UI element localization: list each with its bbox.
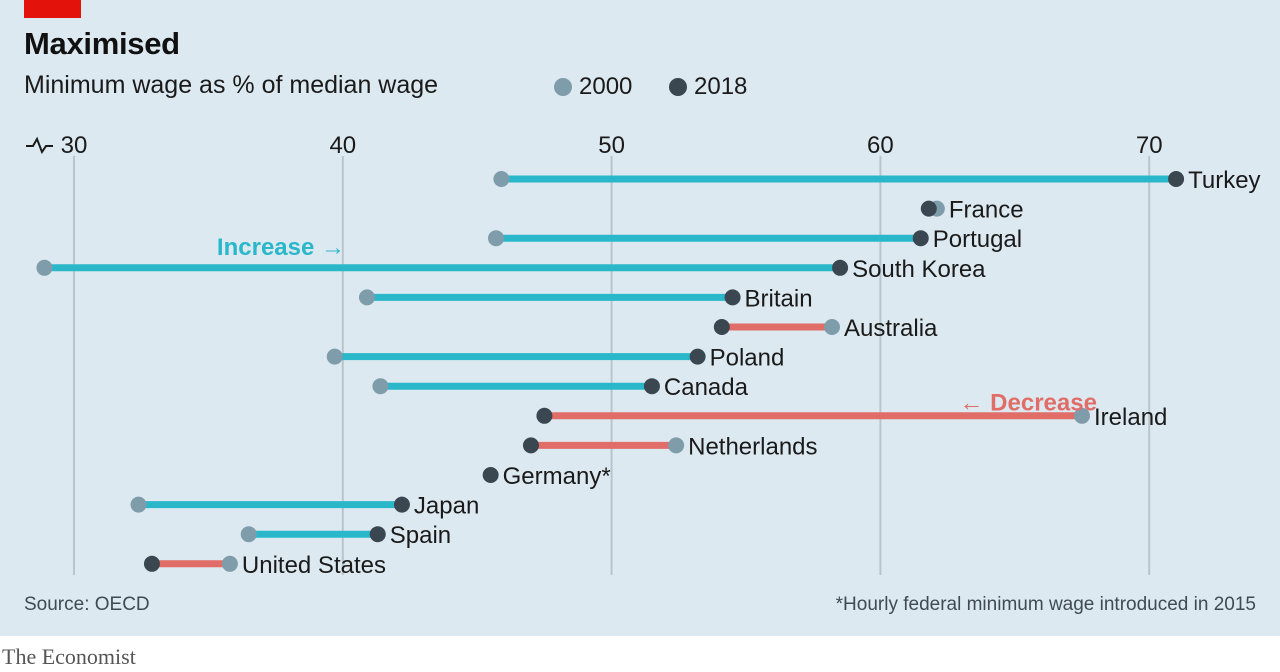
- country-label-japan: Japan: [414, 493, 479, 520]
- dot-2000-turkey: [493, 171, 510, 187]
- x-tick-label-60: 60: [867, 132, 894, 159]
- dot-2018-poland: [689, 348, 706, 365]
- legend-item-2000: 2000: [554, 73, 632, 101]
- country-label-spain: Spain: [390, 522, 451, 549]
- dot-2000-japan: [130, 496, 147, 513]
- dot-2018-netherlands: [522, 437, 539, 454]
- x-tick-label-70: 70: [1136, 132, 1163, 159]
- legend-dot-2018: [669, 78, 687, 96]
- country-label-canada: Canada: [664, 374, 749, 401]
- country-label-netherlands: Netherlands: [688, 433, 817, 460]
- dot-2018-germany: [482, 467, 499, 483]
- dot-2000-netherlands: [668, 437, 685, 454]
- country-label-ireland: Ireland: [1094, 404, 1167, 431]
- country-label-united-states: United States: [242, 552, 386, 579]
- dot-2018-united-states: [143, 555, 160, 572]
- dot-2000-australia: [824, 319, 841, 335]
- dot-2018-ireland: [536, 407, 553, 424]
- legend-label-2018: 2018: [694, 73, 748, 100]
- x-tick-label-30: 30: [61, 132, 88, 159]
- dot-2000-portugal: [488, 230, 505, 247]
- dot-2018-japan: [393, 496, 410, 513]
- country-label-britain: Britain: [745, 285, 813, 312]
- country-label-south-korea: South Korea: [852, 256, 986, 283]
- country-label-portugal: Portugal: [933, 226, 1022, 253]
- dot-2018-france: [920, 200, 937, 217]
- x-tick-label-40: 40: [329, 132, 356, 159]
- annotation-decrease: ← Decrease: [960, 389, 1097, 416]
- chart-title: Maximised: [24, 26, 180, 61]
- legend-item-2018: 2018: [669, 73, 747, 101]
- publisher-brand: The Economist: [2, 644, 136, 669]
- annotation-increase: Increase →: [217, 234, 345, 261]
- dot-2018-portugal: [912, 230, 929, 247]
- legend-label-2000: 2000: [579, 73, 633, 100]
- country-label-france: France: [949, 197, 1024, 224]
- country-label-poland: Poland: [710, 345, 785, 372]
- brand-red-bar: [24, 0, 81, 18]
- dot-2000-united-states: [221, 555, 238, 572]
- chart-panel: [0, 0, 1280, 636]
- legend-dot-2000: [554, 78, 572, 96]
- dot-2018-spain: [369, 526, 386, 543]
- dot-2018-australia: [713, 319, 730, 335]
- source-note: Source: OECD: [24, 594, 150, 615]
- dot-2000-south-korea: [36, 259, 53, 276]
- dot-2000-canada: [372, 378, 389, 395]
- dot-2000-spain: [240, 526, 257, 543]
- footnote: *Hourly federal minimum wage introduced …: [835, 594, 1256, 615]
- dot-2000-ireland: [1074, 407, 1090, 424]
- dot-2018-turkey: [1168, 171, 1185, 187]
- dot-2018-canada: [643, 378, 660, 395]
- dot-2000-poland: [326, 348, 343, 365]
- dot-2018-britain: [724, 289, 741, 306]
- country-label-australia: Australia: [844, 315, 938, 342]
- dot-2018-south-korea: [832, 259, 849, 276]
- axis-break-icon: [26, 136, 53, 155]
- x-tick-label-50: 50: [598, 132, 625, 159]
- country-label-germany: Germany*: [503, 463, 611, 490]
- chart-subtitle: Minimum wage as % of median wage: [24, 71, 439, 99]
- dot-2000-britain: [358, 289, 375, 306]
- country-label-turkey: Turkey: [1188, 167, 1260, 194]
